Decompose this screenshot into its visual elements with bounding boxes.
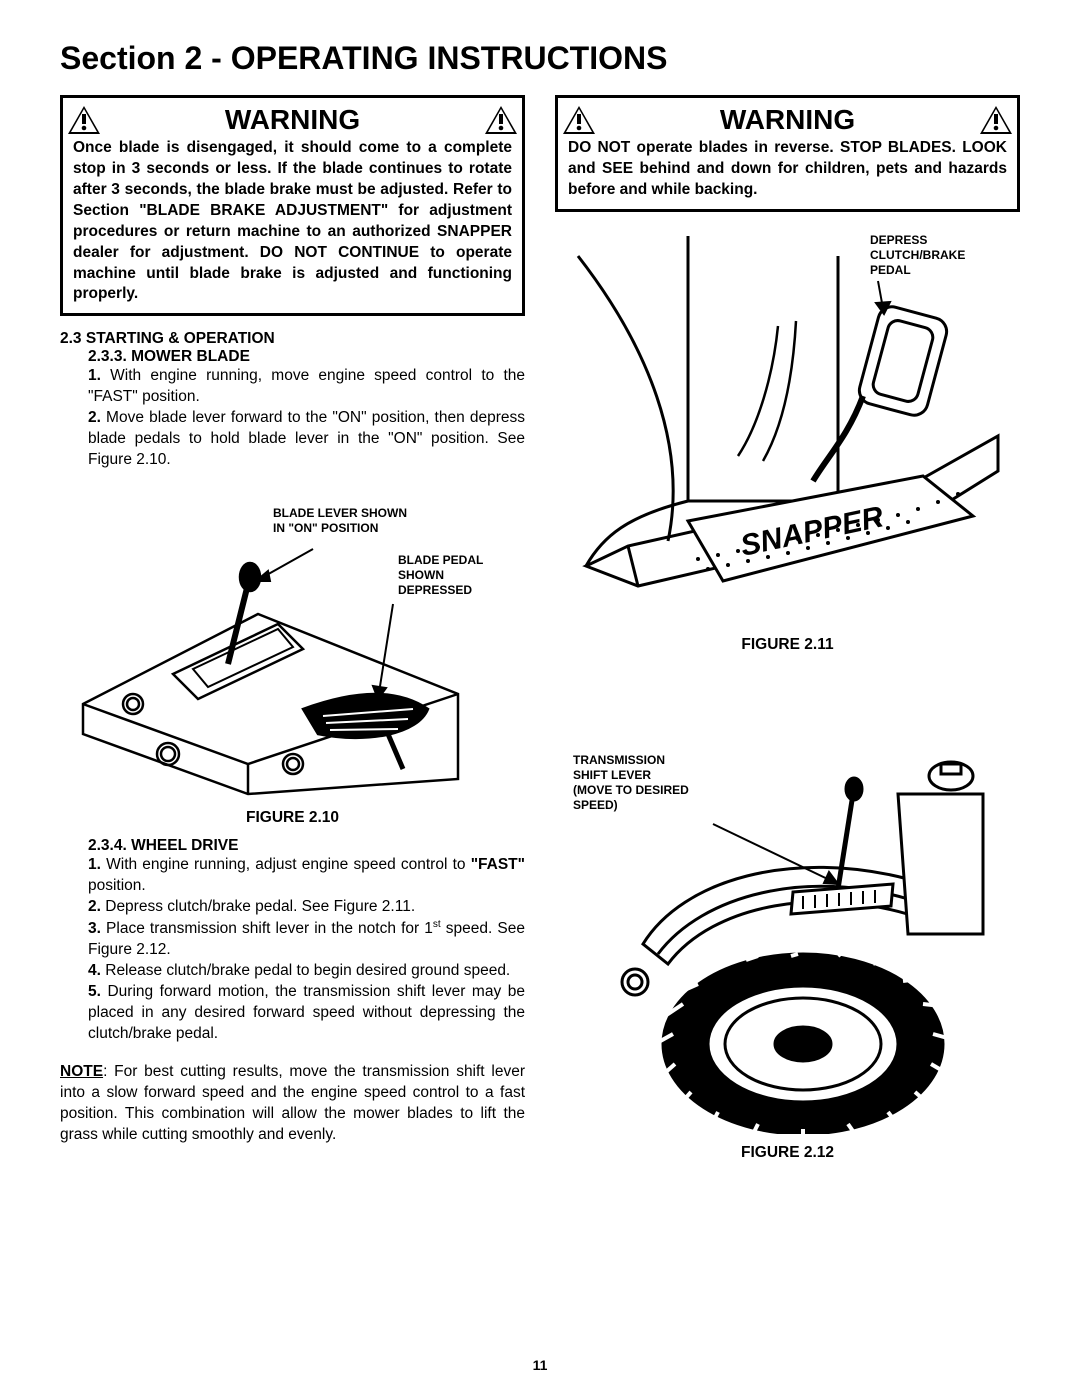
warning-title: WARNING: [596, 104, 979, 136]
warning-title: WARNING: [101, 104, 484, 136]
callout-text: BLADE PEDAL: [398, 553, 483, 567]
warning-box-right: WARNING DO NOT operate blades in reverse…: [555, 95, 1020, 212]
step-num: 1.: [88, 367, 101, 384]
callout-text: SHIFT LEVER: [573, 768, 651, 782]
warning-text: Once blade is disengaged, it should come…: [73, 138, 512, 305]
warning-icon: [979, 105, 1013, 135]
heading-2-3-3: 2.3.3. MOWER BLADE: [60, 348, 525, 366]
step-body-em: "FAST": [471, 856, 525, 873]
heading-2-3: 2.3 STARTING & OPERATION: [60, 330, 525, 348]
note-block: NOTE: For best cutting results, move the…: [60, 1062, 525, 1146]
warning-text: DO NOT operate blades in reverse. STOP B…: [568, 138, 1007, 201]
figure-caption: FIGURE 2.10: [60, 809, 525, 827]
warning-icon: [67, 105, 101, 135]
figure-2-11: SNAPPER DEPRESS CLUTCH/BRAKE PEDAL FIGUR…: [555, 226, 1020, 654]
figure-caption: FIGURE 2.11: [555, 636, 1020, 654]
step-body: During forward motion, the transmission …: [88, 983, 525, 1042]
step-num: 1.: [88, 856, 101, 873]
step-body: Place transmission shift lever in the no…: [101, 920, 433, 937]
step-body: Depress clutch/brake pedal. See Figure 2…: [101, 898, 415, 915]
figure-2-12-svg: TRANSMISSION SHIFT LEVER (MOVE TO DESIRE…: [563, 734, 1013, 1134]
figure-caption: FIGURE 2.12: [555, 1144, 1020, 1162]
step-text: 4. Release clutch/brake pedal to begin d…: [60, 961, 525, 982]
two-column-layout: WARNING Once blade is disengaged, it sho…: [60, 95, 1020, 1162]
step-num: 4.: [88, 962, 101, 979]
figure-2-10: BLADE LEVER SHOWN IN "ON" POSITION BLADE…: [60, 489, 525, 827]
note-text: : For best cutting results, move the tra…: [60, 1063, 525, 1143]
warning-icon: [562, 105, 596, 135]
right-column: WARNING DO NOT operate blades in reverse…: [555, 95, 1020, 1162]
step-text: 5. During forward motion, the transmissi…: [60, 982, 525, 1045]
callout-text: BLADE LEVER SHOWN: [273, 506, 407, 520]
callout-text: TRANSMISSION: [573, 753, 665, 767]
warning-box-left: WARNING Once blade is disengaged, it sho…: [60, 95, 525, 316]
callout-text: IN "ON" POSITION: [273, 521, 378, 535]
page-number: 11: [0, 1357, 1080, 1373]
section-title: Section 2 - OPERATING INSTRUCTIONS: [60, 40, 1020, 77]
callout-text: SPEED): [573, 798, 618, 812]
step-text: 1. With engine running, move engine spee…: [60, 366, 525, 408]
callout-text: DEPRESSED: [398, 583, 472, 597]
callout-text: CLUTCH/BRAKE: [870, 248, 965, 262]
left-column: WARNING Once blade is disengaged, it sho…: [60, 95, 525, 1162]
figure-2-12: TRANSMISSION SHIFT LEVER (MOVE TO DESIRE…: [555, 734, 1020, 1162]
figure-2-10-svg: BLADE LEVER SHOWN IN "ON" POSITION BLADE…: [78, 489, 508, 799]
step-text: 2. Depress clutch/brake pedal. See Figur…: [60, 897, 525, 918]
step-body: With engine running, adjust engine speed…: [101, 856, 471, 873]
step-num: 2.: [88, 409, 101, 426]
heading-2-3-4: 2.3.4. WHEEL DRIVE: [60, 837, 525, 855]
step-text: 3. Place transmission shift lever in the…: [60, 918, 525, 961]
callout-text: SHOWN: [398, 568, 444, 582]
callout-text: DEPRESS: [870, 233, 927, 247]
step-body: Release clutch/brake pedal to begin desi…: [101, 962, 510, 979]
figure-2-11-svg: SNAPPER DEPRESS CLUTCH/BRAKE PEDAL: [568, 226, 1008, 626]
step-num: 3.: [88, 920, 101, 937]
step-num: 2.: [88, 898, 101, 915]
step-body: position.: [88, 877, 146, 894]
step-body: With engine running, move engine speed c…: [88, 367, 525, 405]
step-text: 1. With engine running, adjust engine sp…: [60, 855, 525, 897]
step-body: Move blade lever forward to the "ON" pos…: [88, 409, 525, 468]
note-label: NOTE: [60, 1063, 103, 1080]
step-text: 2. Move blade lever forward to the "ON" …: [60, 408, 525, 471]
step-num: 5.: [88, 983, 101, 1000]
warning-icon: [484, 105, 518, 135]
callout-text: PEDAL: [870, 263, 911, 277]
callout-text: (MOVE TO DESIRED: [573, 783, 689, 797]
superscript: st: [433, 919, 441, 930]
